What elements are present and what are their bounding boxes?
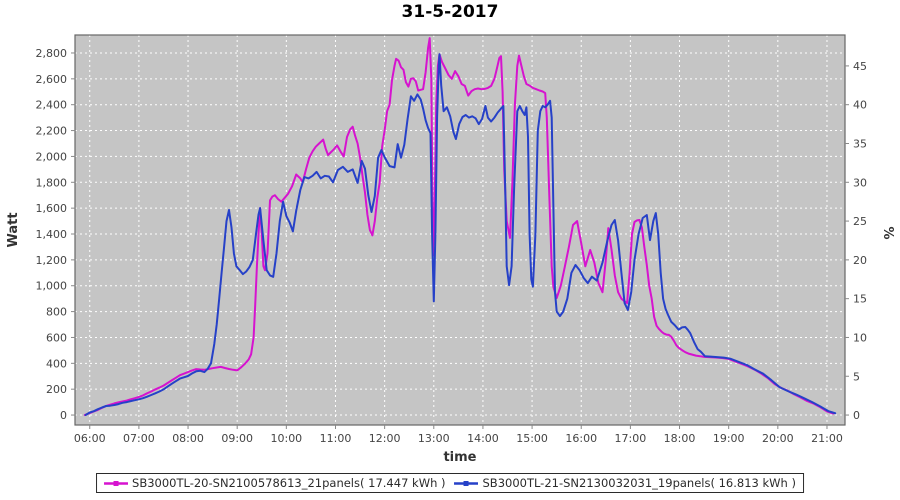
y-left-tick-label: 1,000 [36, 280, 68, 293]
y-left-tick-label: 2,200 [36, 125, 68, 138]
legend-item-0: SB3000TL-20-SN2100578613_21panels( 17.44… [104, 476, 446, 490]
x-tick-label: 09:00 [221, 432, 253, 445]
legend-marker [464, 480, 469, 486]
y-right-tick-label: 25 [853, 215, 867, 228]
y-right-tick-label: 45 [853, 60, 867, 73]
x-tick-label: 18:00 [664, 432, 696, 445]
x-tick-label: 12:00 [369, 432, 401, 445]
y-right-tick-label: 0 [853, 409, 860, 422]
x-tick-label: 16:00 [565, 432, 597, 445]
x-tick-label: 13:00 [418, 432, 450, 445]
plot-border [74, 34, 846, 426]
x-tick-label: 19:00 [713, 432, 745, 445]
x-tick-label: 21:00 [811, 432, 843, 445]
y-right-tick-label: 40 [853, 99, 867, 112]
x-tick-label: 17:00 [615, 432, 647, 445]
series-line-0 [83, 37, 835, 416]
y-left-tick-label: 0 [60, 409, 67, 422]
y-left-tick-label: 1,200 [36, 254, 68, 267]
y-right-tick-label: 30 [853, 176, 867, 189]
legend-label-1: SB3000TL-21-SN2130032031_19panels( 16.81… [482, 476, 796, 490]
y-left-tick-label: 2,800 [36, 47, 68, 60]
legend-marker [113, 480, 119, 486]
y-left-tick-label: 400 [46, 357, 67, 370]
x-tick-label: 06:00 [74, 432, 106, 445]
y-right-tick-label: 10 [853, 331, 867, 344]
y-left-tick-label: 800 [46, 306, 67, 319]
y-right-tick-label: 15 [853, 293, 867, 306]
chart-title: 31-5-2017 [401, 2, 499, 22]
y-left-tick-label: 600 [46, 331, 67, 344]
y-axis-label-right: % [880, 226, 895, 239]
x-tick-label: 07:00 [123, 432, 155, 445]
y-left-tick-label: 1,600 [36, 202, 68, 215]
y-right-tick-label: 20 [853, 254, 867, 267]
y-left-tick-label: 200 [46, 383, 67, 396]
y-left-tick-label: 2,000 [36, 150, 68, 163]
legend-line-sample [454, 480, 479, 486]
x-tick-label: 10:00 [270, 432, 302, 445]
series-line-1 [84, 53, 837, 416]
legend-line-sample [104, 480, 129, 486]
legend-label-0: SB3000TL-20-SN2100578613_21panels( 17.44… [132, 476, 446, 490]
plot-area [75, 35, 845, 425]
x-tick-label: 14:00 [467, 432, 499, 445]
y-left-tick-label: 2,600 [36, 73, 68, 86]
y-right-tick-label: 5 [853, 370, 860, 383]
legend: SB3000TL-20-SN2100578613_21panels( 17.44… [96, 473, 804, 493]
y-left-tick-label: 2,400 [36, 99, 68, 112]
y-axis-label-left: Watt [6, 212, 21, 247]
x-tick-label: 20:00 [762, 432, 794, 445]
y-left-tick-label: 1,800 [36, 176, 68, 189]
y-left-tick-label: 1,400 [36, 228, 68, 241]
x-tick-label: 11:00 [320, 432, 352, 445]
x-tick-label: 08:00 [172, 432, 204, 445]
x-tick-label: 15:00 [516, 432, 548, 445]
legend-item-1: SB3000TL-21-SN2130032031_19panels( 16.81… [454, 476, 796, 490]
y-right-tick-label: 35 [853, 137, 867, 150]
x-axis-label: time [443, 450, 476, 465]
